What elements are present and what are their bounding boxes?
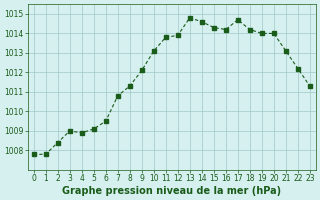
X-axis label: Graphe pression niveau de la mer (hPa): Graphe pression niveau de la mer (hPa): [62, 186, 281, 196]
